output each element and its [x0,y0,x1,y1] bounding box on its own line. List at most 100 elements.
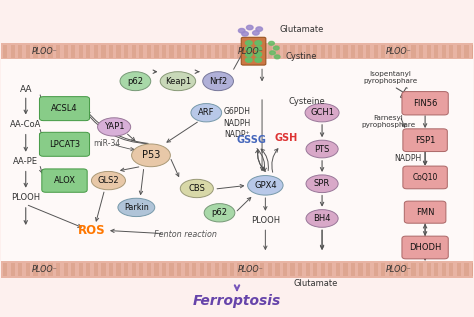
FancyBboxPatch shape [41,45,45,57]
FancyBboxPatch shape [449,263,454,276]
Text: p62: p62 [211,208,228,217]
Text: GCH1: GCH1 [310,108,334,117]
Text: FMN: FMN [416,208,434,217]
Text: Fenton reaction: Fenton reaction [154,230,217,239]
FancyBboxPatch shape [18,45,22,57]
FancyBboxPatch shape [403,129,447,152]
FancyBboxPatch shape [42,169,87,192]
FancyBboxPatch shape [283,45,287,57]
FancyBboxPatch shape [48,45,53,57]
FancyBboxPatch shape [404,201,446,223]
Text: PLOO⁻: PLOO⁻ [32,47,57,56]
FancyBboxPatch shape [56,263,60,276]
FancyBboxPatch shape [245,263,249,276]
FancyBboxPatch shape [169,263,173,276]
Circle shape [274,55,280,59]
Circle shape [253,31,259,35]
FancyBboxPatch shape [33,263,37,276]
FancyBboxPatch shape [215,263,219,276]
FancyBboxPatch shape [298,45,302,57]
Circle shape [246,41,252,45]
FancyBboxPatch shape [241,37,266,65]
FancyBboxPatch shape [177,45,181,57]
Circle shape [242,32,248,36]
FancyBboxPatch shape [351,45,355,57]
FancyBboxPatch shape [351,263,355,276]
Ellipse shape [306,140,338,158]
FancyBboxPatch shape [207,45,211,57]
FancyBboxPatch shape [268,263,272,276]
Circle shape [256,27,263,31]
FancyBboxPatch shape [64,263,68,276]
FancyBboxPatch shape [237,263,242,276]
FancyBboxPatch shape [222,45,227,57]
Ellipse shape [305,104,339,122]
FancyBboxPatch shape [109,45,113,57]
FancyBboxPatch shape [94,263,98,276]
FancyBboxPatch shape [200,263,204,276]
FancyBboxPatch shape [162,263,166,276]
Circle shape [273,46,279,50]
FancyBboxPatch shape [404,263,408,276]
FancyBboxPatch shape [101,45,106,57]
Text: PLOOH: PLOOH [11,193,40,203]
Text: PLOO⁻: PLOO⁻ [238,47,264,56]
Circle shape [255,58,262,62]
FancyBboxPatch shape [396,45,401,57]
Text: YAP1: YAP1 [104,122,124,132]
FancyBboxPatch shape [343,45,347,57]
Text: GLS2: GLS2 [98,176,119,185]
Circle shape [246,47,252,51]
FancyBboxPatch shape [124,45,128,57]
FancyBboxPatch shape [10,263,15,276]
FancyBboxPatch shape [419,45,423,57]
FancyBboxPatch shape [404,45,408,57]
Text: Ferroptosis: Ferroptosis [193,294,281,308]
Ellipse shape [247,176,283,195]
FancyBboxPatch shape [465,263,469,276]
FancyBboxPatch shape [200,45,204,57]
FancyBboxPatch shape [306,263,310,276]
Text: FSP1: FSP1 [415,136,435,145]
FancyBboxPatch shape [389,45,393,57]
FancyBboxPatch shape [86,263,91,276]
FancyBboxPatch shape [328,263,332,276]
FancyBboxPatch shape [298,263,302,276]
FancyBboxPatch shape [291,45,295,57]
FancyBboxPatch shape [442,263,446,276]
FancyBboxPatch shape [139,263,144,276]
FancyBboxPatch shape [192,45,196,57]
FancyBboxPatch shape [94,45,98,57]
Text: Farnesyl
pyrophosphare: Farnesyl pyrophosphare [361,115,415,128]
FancyBboxPatch shape [124,263,128,276]
FancyBboxPatch shape [79,45,83,57]
FancyBboxPatch shape [132,263,136,276]
Text: PLOO⁻: PLOO⁻ [32,265,57,274]
Text: NADP⁺: NADP⁺ [224,130,250,139]
FancyBboxPatch shape [222,263,227,276]
FancyBboxPatch shape [253,263,257,276]
Text: ROS: ROS [78,224,105,237]
FancyBboxPatch shape [291,263,295,276]
Circle shape [246,52,252,56]
FancyBboxPatch shape [155,45,158,57]
FancyBboxPatch shape [260,263,264,276]
Ellipse shape [98,118,131,136]
Ellipse shape [120,72,151,91]
FancyBboxPatch shape [215,45,219,57]
FancyBboxPatch shape [245,45,249,57]
Text: Keap1: Keap1 [165,77,191,86]
FancyBboxPatch shape [275,263,280,276]
Ellipse shape [306,210,338,227]
FancyBboxPatch shape [147,263,151,276]
FancyBboxPatch shape [207,263,211,276]
FancyBboxPatch shape [442,45,446,57]
FancyBboxPatch shape [237,45,242,57]
FancyBboxPatch shape [366,263,370,276]
FancyBboxPatch shape [0,262,474,278]
FancyBboxPatch shape [18,263,22,276]
FancyBboxPatch shape [230,45,234,57]
Circle shape [246,25,253,30]
Text: AA: AA [19,85,32,94]
FancyBboxPatch shape [230,263,234,276]
